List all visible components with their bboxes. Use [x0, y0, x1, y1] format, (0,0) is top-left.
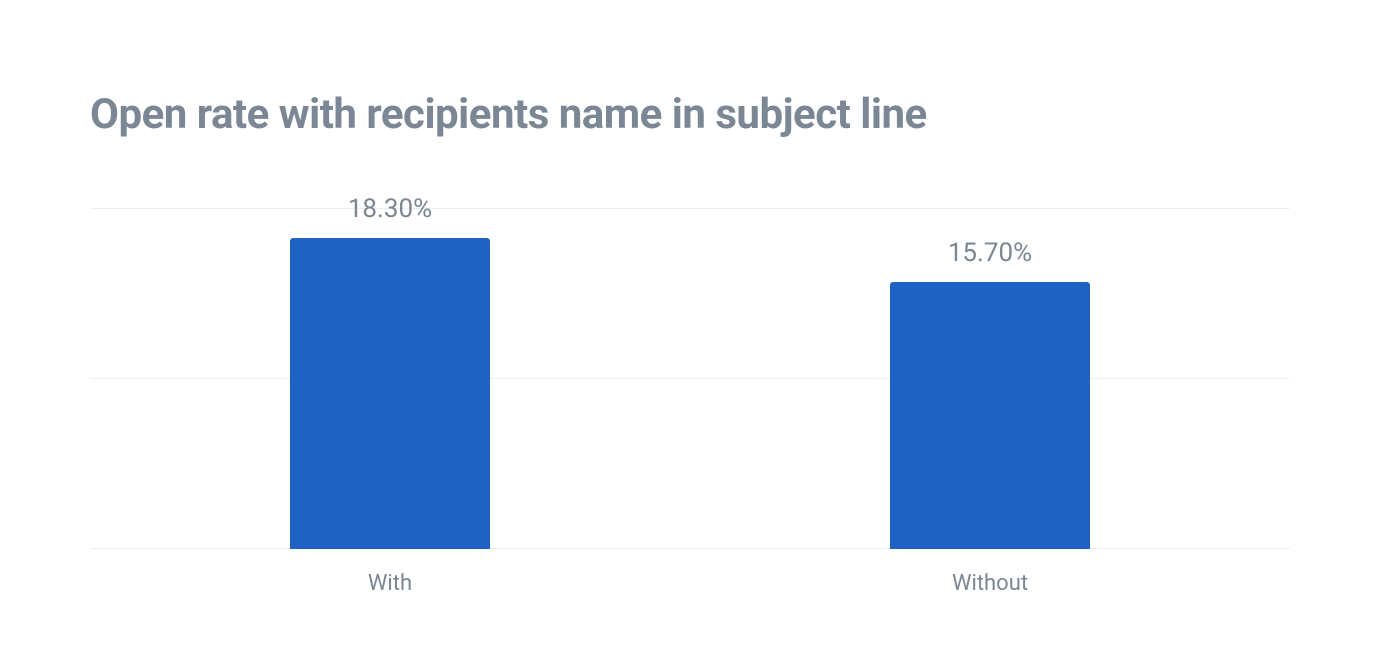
- chart-title: Open rate with recipients name in subjec…: [90, 90, 1290, 139]
- bar-slot-0: 18.30%: [90, 209, 690, 549]
- bar-value-label-1: 15.70%: [948, 238, 1032, 268]
- bar-0: [290, 238, 490, 549]
- bar-value-label-0: 18.30%: [348, 194, 432, 224]
- plot-area: 18.30% 15.70%: [90, 209, 1290, 549]
- x-label-1: Without: [690, 571, 1290, 596]
- chart-container: Open rate with recipients name in subjec…: [0, 0, 1380, 671]
- bar-1: [890, 282, 1090, 549]
- bar-slot-1: 15.70%: [690, 209, 1290, 549]
- x-label-0: With: [90, 571, 690, 596]
- x-axis-labels: With Without: [90, 571, 1290, 596]
- bars-group: 18.30% 15.70%: [90, 209, 1290, 549]
